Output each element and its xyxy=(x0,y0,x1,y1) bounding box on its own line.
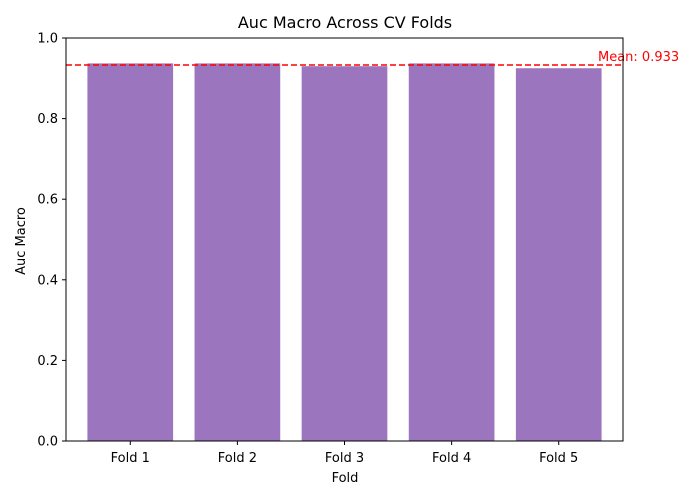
x-axis-ticks: Fold 1 Fold 2 Fold 3 Fold 4 Fold 5 xyxy=(111,441,578,466)
y-tick-label: 0.8 xyxy=(37,112,58,127)
bar-5 xyxy=(515,68,602,441)
x-tick-label: Fold 3 xyxy=(325,451,364,466)
x-tick-label: Fold 4 xyxy=(432,451,471,466)
bar-4 xyxy=(408,63,495,441)
y-tick-label: 0.4 xyxy=(37,273,58,288)
y-axis-label: Auc Macro xyxy=(14,207,29,275)
mean-line-group: Mean: 0.933 xyxy=(66,50,679,66)
x-tick-label: Fold 1 xyxy=(111,451,150,466)
y-tick-label: 0.6 xyxy=(37,193,58,208)
bar-3 xyxy=(301,66,388,442)
x-tick-label: Fold 5 xyxy=(539,451,578,466)
x-axis-label: Fold xyxy=(332,471,359,486)
chart-title: Auc Macro Across CV Folds xyxy=(238,13,452,32)
bars-group xyxy=(87,63,602,442)
y-axis-ticks: 0.0 0.2 0.4 0.6 0.8 1.0 xyxy=(37,32,66,450)
mean-label: Mean: 0.933 xyxy=(598,50,679,65)
bar-2 xyxy=(194,63,281,441)
bar-1 xyxy=(87,63,174,441)
y-tick-label: 1.0 xyxy=(37,32,58,47)
y-tick-label: 0.2 xyxy=(37,354,58,369)
y-tick-label: 0.0 xyxy=(37,435,58,450)
x-tick-label: Fold 2 xyxy=(218,451,257,466)
